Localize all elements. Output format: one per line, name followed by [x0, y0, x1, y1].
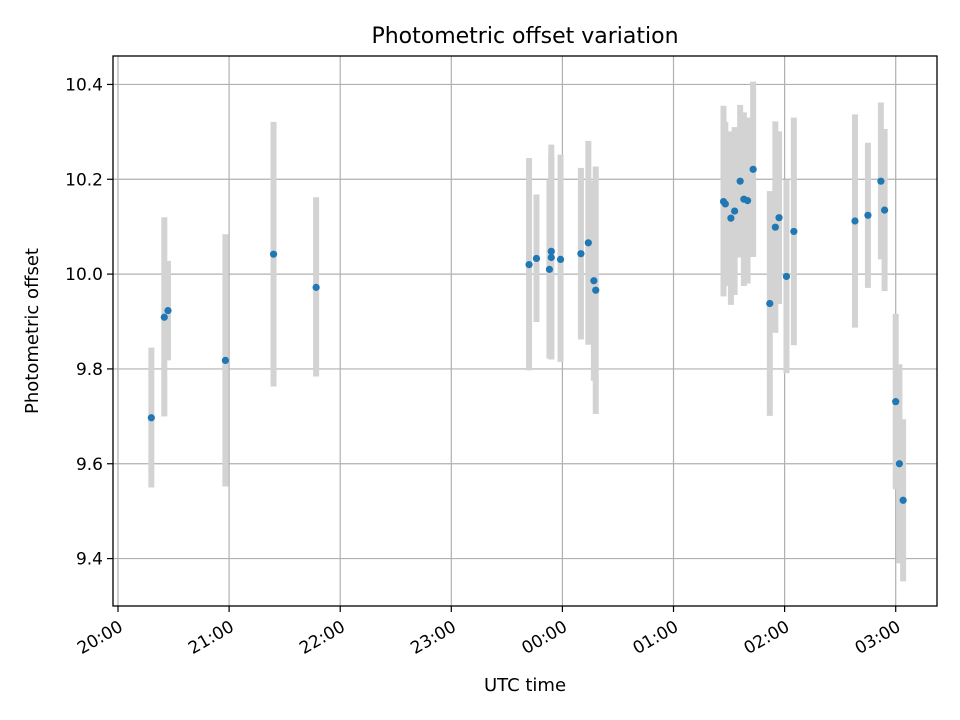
data-point: [899, 496, 907, 504]
data-point: [592, 286, 600, 294]
y-axis-label: Photometric offset: [22, 248, 43, 414]
plot-frame: [112, 55, 938, 607]
x-tick-label: 00:00: [518, 617, 570, 659]
data-point: [147, 414, 155, 422]
data-point: [727, 214, 735, 222]
y-axis-ticks: 9.4 9.6 9.8 10.0 10.2 10.4: [65, 75, 113, 570]
data-point: [782, 272, 791, 281]
y-tick-label: 10.2: [65, 170, 103, 190]
data-point: [892, 398, 900, 406]
error-bars: [148, 81, 907, 582]
y-tick-label: 9.8: [76, 360, 103, 380]
data-point: [895, 460, 904, 468]
data-point: [736, 177, 744, 185]
data-point: [880, 206, 889, 214]
x-tick-label: 20:00: [74, 617, 126, 659]
data-point: [312, 283, 320, 291]
data-point: [532, 254, 541, 263]
data-point: [775, 214, 783, 222]
y-tick-label: 9.4: [76, 550, 103, 570]
data-point: [771, 223, 779, 231]
x-axis-label: UTC time: [484, 675, 566, 696]
x-tick-label: 01:00: [630, 617, 682, 659]
data-point: [851, 217, 859, 225]
x-tick-label: 23:00: [407, 617, 459, 659]
data-point: [556, 255, 565, 264]
data-point: [545, 265, 554, 273]
data-point: [766, 299, 774, 308]
data-point: [164, 307, 172, 315]
data-point: [547, 253, 555, 262]
data-point: [269, 250, 278, 258]
data-point: [160, 313, 168, 321]
data-point: [864, 211, 872, 219]
data-point: [743, 197, 752, 205]
chart-title: Photometric offset variation: [371, 24, 678, 49]
grid-lines: [113, 56, 937, 606]
y-tick-label: 9.6: [76, 455, 103, 475]
data-points: [147, 165, 907, 504]
x-tick-label: 21:00: [185, 617, 237, 659]
data-point: [221, 356, 229, 364]
data-point: [731, 207, 739, 215]
y-tick-label: 10.0: [65, 265, 103, 285]
data-point: [790, 227, 798, 236]
data-point: [590, 277, 598, 285]
data-point: [877, 177, 885, 185]
data-point: [584, 239, 592, 247]
data-point: [577, 250, 585, 258]
data-point: [525, 261, 533, 269]
x-axis-ticks: 20:00 21:00 22:00 23:00 00:00 01:00 02:00 03:00: [74, 606, 904, 659]
x-tick-label: 22:00: [296, 617, 348, 659]
y-tick-label: 10.4: [65, 75, 103, 95]
x-tick-label: 02:00: [741, 617, 793, 659]
data-point: [749, 165, 757, 173]
data-point: [721, 200, 729, 208]
data-point: [547, 247, 555, 255]
x-tick-label: 03:00: [852, 617, 904, 659]
